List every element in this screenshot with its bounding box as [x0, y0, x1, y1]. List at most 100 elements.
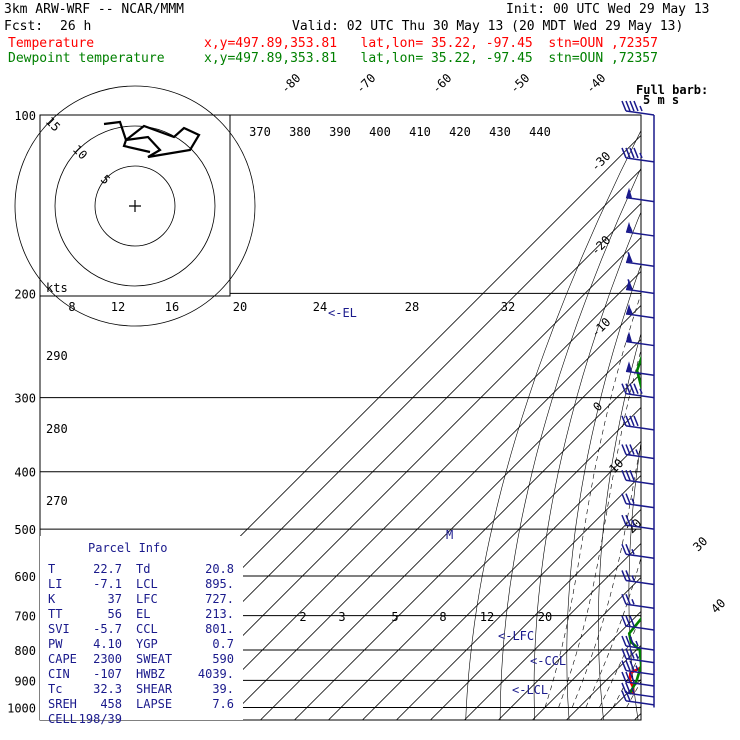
parcel-param-name: Td	[136, 562, 150, 576]
wind-barb-full	[633, 147, 639, 159]
parcel-param-name: YGP	[136, 637, 158, 651]
wind-barb-full	[629, 469, 635, 481]
pressure-tick-label: 300	[14, 392, 36, 406]
dry-adiabat	[687, 115, 740, 720]
dry-adiabat	[598, 332, 641, 720]
wind-barb-staff	[625, 157, 655, 163]
parcel-param-name: SVI	[48, 622, 70, 636]
wind-barb-full	[633, 383, 639, 394]
wind-barb-staff	[625, 231, 655, 237]
parcel-param-name: EL	[136, 607, 150, 621]
mixing-ratio-top-label: 8	[68, 300, 75, 314]
wind-barb-staff	[625, 479, 655, 485]
parcel-param-name: LFC	[136, 592, 158, 606]
parcel-param-value: 20.8	[205, 562, 234, 576]
dewpoint-location: x,y=497.89,353.81 lat,lon= 35.22, -97.45…	[204, 51, 658, 66]
wind-barb-full	[625, 100, 631, 112]
pressure-tick-label: 400	[14, 466, 36, 480]
wind-barb-staff	[625, 340, 655, 347]
parcel-param-value: 458	[100, 697, 122, 711]
wind-barb-full	[627, 279, 633, 290]
wind-barb	[621, 671, 655, 687]
barb-legend: Full barb:5 m s	[636, 83, 708, 107]
wind-barb-full	[625, 660, 631, 671]
hodograph-ring	[94, 165, 176, 247]
theta-e-label: 390	[329, 125, 351, 139]
wind-barb	[621, 147, 655, 163]
pressure-tick-label: 500	[14, 523, 36, 537]
m-marker: M	[446, 528, 453, 542]
isotherm-line	[396, 474, 641, 720]
hodograph-units: kts	[46, 281, 68, 295]
wind-barb-staff	[625, 700, 655, 706]
wind-barb-full	[629, 383, 635, 394]
wind-barb-full	[621, 469, 627, 481]
parcel-param-value: -107	[93, 667, 122, 681]
pressure-tick-label: 600	[14, 570, 36, 584]
theta-e-label: 440	[529, 125, 551, 139]
wind-barb-full	[625, 682, 631, 694]
isotherm-line	[600, 678, 641, 720]
wind-barb	[625, 303, 655, 319]
mixing-ratio-label: 8	[439, 610, 446, 624]
wind-barb-full	[621, 690, 627, 702]
wind-barb-half	[639, 152, 643, 159]
dewpoint-legend: Dewpoint temperature	[8, 51, 165, 66]
wind-barb-full	[629, 648, 635, 659]
model-title: 3km ARW-WRF -- NCAR/MMM	[4, 2, 185, 17]
dry-adiabat	[715, 115, 740, 720]
wind-barb-half	[635, 653, 639, 659]
wind-barb-half	[631, 519, 635, 526]
parcel-param-value: 37	[108, 592, 122, 606]
parcel-info-panel: Parcel Info T 22.7 Td 20.8 LI -7.1 LCL 895. K 37 LF…	[40, 536, 243, 726]
wind-barb-full	[621, 593, 627, 605]
wind-barb-full	[625, 469, 631, 481]
wind-barb-half	[639, 388, 643, 394]
wind-barb-full	[625, 444, 631, 455]
parcel-param-value: 801.	[205, 622, 234, 636]
parcel-param-value: 4.10	[93, 637, 122, 651]
wind-barb-staff	[625, 502, 655, 509]
wind-barb-column: Full barb:5 m s	[621, 83, 708, 708]
wind-barb-full	[621, 100, 627, 112]
parcel-param-value: 0.7	[212, 637, 234, 651]
wind-barb-staff	[625, 261, 655, 267]
parcel-param-name: CIN	[48, 667, 70, 681]
wind-barb-full	[627, 251, 633, 263]
parcel-param-value: 213.	[205, 607, 234, 621]
isotherm-line	[498, 576, 641, 720]
pressure-tick-label: 800	[14, 644, 36, 658]
wind-barb-full	[625, 690, 631, 702]
moist-adiabat	[667, 219, 740, 707]
wind-barb-full	[625, 615, 631, 627]
hodograph-trace	[103, 120, 201, 159]
parcel-panel-bg	[40, 536, 243, 720]
parcel-param-value: 198/39	[79, 712, 122, 726]
theta-e-label: 380	[289, 125, 311, 139]
isotherm-tick-label: -70	[353, 71, 378, 96]
theta-e-label: 370	[249, 125, 271, 139]
dry-adiabat	[533, 211, 641, 720]
wind-barb-full	[625, 570, 631, 581]
pressure-tick-label: 100	[14, 109, 36, 123]
wind-barb	[621, 593, 655, 609]
wind-barb-staff	[625, 657, 655, 664]
pressure-tick-label: 200	[14, 287, 36, 301]
wind-barb-staff	[625, 553, 655, 560]
parcel-param-name: Tc	[48, 682, 62, 696]
wind-barb-half	[635, 665, 639, 671]
wind-barb	[621, 660, 655, 676]
parcel-param-name: SREH	[48, 697, 77, 711]
wind-barb-full	[629, 147, 635, 159]
wind-barb-full	[625, 593, 631, 605]
temperature-location: x,y=497.89,353.81 lat,lon= 35.22, -97.45…	[204, 36, 658, 51]
wind-barb-full	[621, 415, 627, 427]
parcel-param-value: -5.7	[93, 622, 122, 636]
wind-barb-full	[625, 383, 631, 394]
parcel-param-value: -7.1	[93, 577, 122, 591]
wind-barb-pennant	[626, 187, 632, 198]
isotherm-tick-label: -40	[583, 71, 608, 96]
mixing-ratio-label: 20	[538, 610, 552, 624]
parcel-param-name: HWBZ	[136, 667, 165, 681]
